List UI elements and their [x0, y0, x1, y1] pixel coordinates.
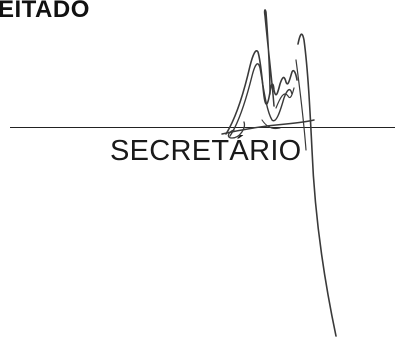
page-heading: EITADO	[0, 0, 90, 23]
signatory-role-label: SECRETÁRIO	[110, 135, 302, 167]
signature-line	[10, 127, 395, 128]
